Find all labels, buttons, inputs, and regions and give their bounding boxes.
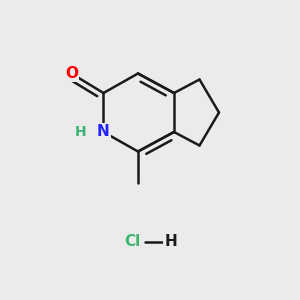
Text: N: N xyxy=(97,124,110,140)
Text: H: H xyxy=(75,125,87,139)
Text: Cl: Cl xyxy=(124,234,140,249)
Text: H: H xyxy=(165,234,177,249)
Text: O: O xyxy=(65,66,78,81)
